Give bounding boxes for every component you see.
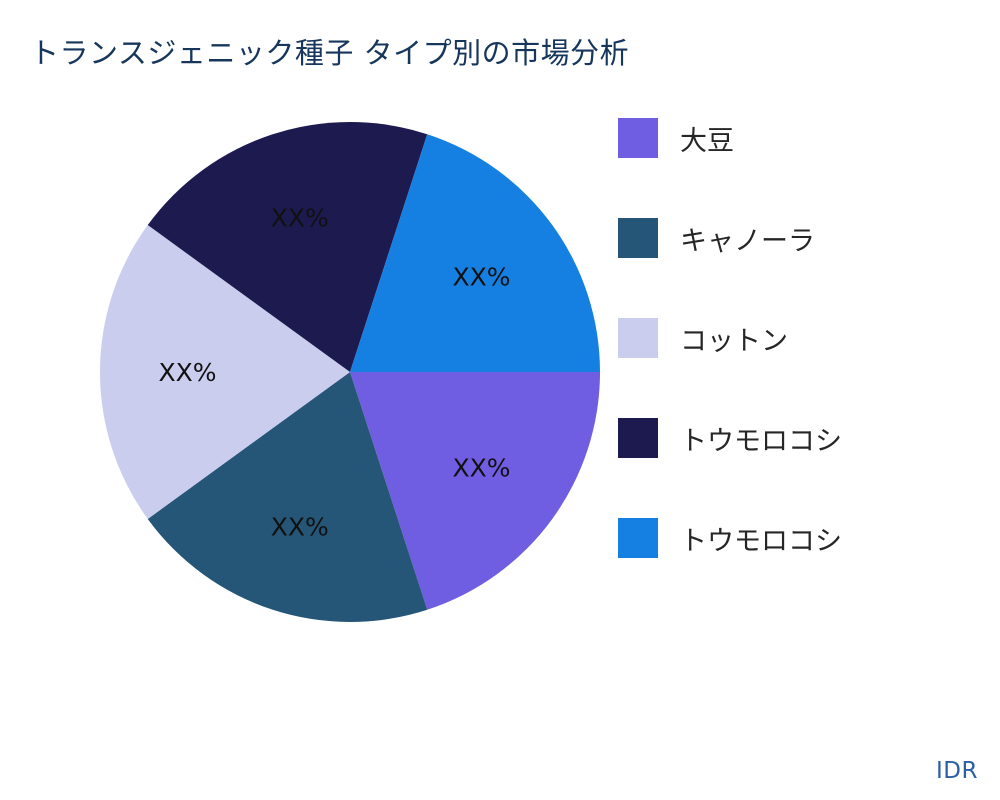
legend-label: キャノーラ [680, 225, 815, 257]
legend-label: コットン [680, 325, 788, 357]
legend-swatch [618, 318, 658, 358]
chart-title: トランスジェニック種子 タイプ別の市場分析 [30, 36, 630, 70]
pie-slice-1 [147, 372, 428, 622]
legend-item: コットン [618, 318, 842, 358]
legend-item: キャノーラ [618, 218, 842, 258]
legend-item: トウモロコシ [618, 418, 842, 458]
slice-percentage-label: XX% [271, 513, 329, 542]
legend: 大豆 キャノーラ コットン トウモロコシ トウモロコシ [618, 118, 842, 618]
legend-item: トウモロコシ [618, 518, 842, 558]
slice-percentage-label: XX% [158, 358, 216, 387]
legend-swatch [618, 418, 658, 458]
legend-label: トウモロコシ [680, 425, 842, 457]
brand-watermark: IDR [936, 758, 978, 784]
slice-percentage-label: XX% [452, 454, 510, 483]
legend-item: 大豆 [618, 118, 842, 158]
pie-slice-4 [350, 134, 600, 372]
legend-swatch [618, 518, 658, 558]
slice-percentage-label: XX% [452, 262, 510, 291]
legend-swatch [618, 118, 658, 158]
legend-swatch [618, 218, 658, 258]
slice-percentage-label: XX% [271, 203, 329, 232]
legend-label: 大豆 [680, 125, 734, 157]
pie-slice-3 [147, 122, 428, 373]
pie-slice-0 [350, 372, 600, 610]
pie-slice-2 [100, 225, 350, 519]
legend-label: トウモロコシ [680, 525, 842, 557]
